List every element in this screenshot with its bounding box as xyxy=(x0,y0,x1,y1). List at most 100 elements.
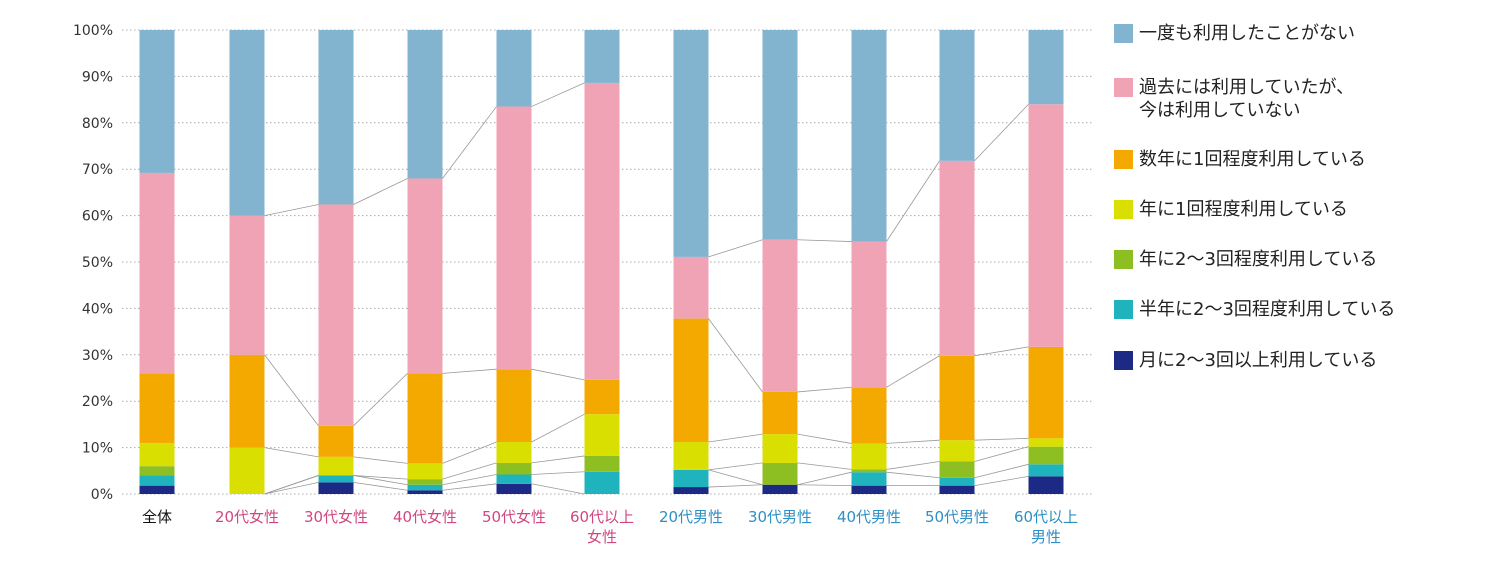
connector-line xyxy=(264,482,319,495)
bar-segment xyxy=(1028,438,1064,447)
bar-segment xyxy=(318,482,354,494)
bar-segment xyxy=(1028,446,1064,465)
legend-swatch xyxy=(1114,200,1133,219)
bar-segment xyxy=(496,369,532,443)
x-category-label: 30代女性 xyxy=(304,508,368,526)
connector-line xyxy=(974,346,1029,357)
bar-segment xyxy=(939,160,975,356)
connector-line xyxy=(531,82,585,107)
connector-line xyxy=(531,413,585,443)
connector-line xyxy=(886,471,940,479)
connector-line xyxy=(531,483,585,495)
y-tick-label: 0% xyxy=(91,487,113,503)
legend-item: 過去には利用していたが、 今は利用していない xyxy=(1114,76,1354,122)
bar-segment xyxy=(939,477,975,486)
x-category-label: 50代男性 xyxy=(925,508,989,526)
legend-label: 年に2〜3回程度利用している xyxy=(1139,249,1378,270)
y-tick-label: 30% xyxy=(82,348,113,364)
legend-swatch xyxy=(1114,150,1133,169)
connector-line xyxy=(708,433,763,443)
bar-segment xyxy=(496,106,532,370)
bar-segment xyxy=(939,440,975,462)
y-tick-label: 100% xyxy=(73,23,113,39)
bar-segment xyxy=(139,442,175,467)
connector-line xyxy=(974,103,1029,162)
y-tick-label: 40% xyxy=(82,301,113,317)
bar-segment xyxy=(229,447,265,494)
bar-segment xyxy=(1028,464,1064,477)
bar-segment xyxy=(407,479,443,485)
bar-segment xyxy=(1028,476,1064,494)
connector-line xyxy=(442,474,497,486)
connector-line xyxy=(264,204,319,216)
bar-segment xyxy=(407,178,443,374)
x-axis-labels: 全体 20代女性 30代女性 40代女性 50代女性 60代以上女性 20代男性 30代男性 4… xyxy=(142,508,1078,546)
connector-line xyxy=(531,368,585,381)
bar-segment xyxy=(407,490,443,494)
bar-segment xyxy=(851,485,887,494)
connector-line xyxy=(797,484,852,487)
legend-swatch xyxy=(1114,24,1133,43)
x-category-label: 40代男性 xyxy=(837,508,901,526)
connector-line xyxy=(353,475,408,486)
bar-segment xyxy=(407,484,443,491)
connector-line xyxy=(708,469,763,486)
bar-segment xyxy=(139,30,175,173)
y-axis-ticks: 0% 10% 20% 30% 40% 50% 60% 70% 80% 90% 100% xyxy=(73,23,113,503)
bar-segment xyxy=(851,472,887,486)
bar-segment xyxy=(229,215,265,355)
bar-segment xyxy=(939,461,975,478)
legend-label: 年に1回程度利用している xyxy=(1139,199,1348,220)
bar-segment xyxy=(318,30,354,205)
y-tick-label: 10% xyxy=(82,441,113,457)
legend-swatch xyxy=(1114,300,1133,319)
connector-line xyxy=(886,439,940,444)
bar-segment xyxy=(762,434,798,463)
bar-segment xyxy=(496,462,532,475)
bar-segment xyxy=(318,456,354,476)
bar-segment xyxy=(762,484,798,494)
bar-segment xyxy=(851,469,887,473)
bar-segment xyxy=(496,474,532,484)
x-category-label: 50代女性 xyxy=(482,508,546,526)
bar-segment xyxy=(584,471,620,494)
bar-segment xyxy=(851,387,887,444)
bar-segment xyxy=(318,475,354,483)
connector-line xyxy=(797,462,852,470)
bar-segment xyxy=(139,373,175,443)
connector-lines xyxy=(264,82,1029,495)
connector-line xyxy=(797,433,852,444)
x-category-label: 60代以上男性 xyxy=(1014,508,1078,546)
bar-segment xyxy=(673,469,709,488)
legend-item: 半年に2〜3回程度利用している xyxy=(1114,298,1395,321)
bar-segment xyxy=(584,379,620,415)
stacked-bar-chart: 0% 10% 20% 30% 40% 50% 60% 70% 80% 90% 100% 全体 20代女… xyxy=(73,23,1092,546)
bar-segment xyxy=(939,355,975,441)
x-category-label: 全体 xyxy=(142,508,172,526)
bar-segment xyxy=(584,30,620,83)
legend-item: 年に1回程度利用している xyxy=(1114,198,1348,221)
bar-segment xyxy=(851,30,887,242)
bar-segment xyxy=(407,30,443,179)
bar-segment xyxy=(229,354,265,448)
bar-segment xyxy=(584,455,620,472)
x-category-label: 20代男性 xyxy=(659,508,723,526)
bar-segment xyxy=(584,414,620,456)
bar-segment xyxy=(762,391,798,435)
legend-item: 月に2〜3回以上利用している xyxy=(1114,349,1377,372)
bar-segment xyxy=(1028,30,1064,105)
bar-segment xyxy=(139,466,175,476)
bar-segment xyxy=(1028,346,1064,439)
connector-line xyxy=(886,160,940,242)
connector-line xyxy=(442,106,497,179)
bar-segment xyxy=(139,475,175,486)
bar-segment xyxy=(673,318,709,443)
connector-line xyxy=(442,368,497,374)
y-tick-label: 60% xyxy=(82,209,113,225)
bar-segment xyxy=(318,425,354,457)
connector-line xyxy=(531,471,585,475)
connector-line xyxy=(708,318,763,393)
bar-segment xyxy=(139,172,175,374)
x-category-label: 30代男性 xyxy=(748,508,812,526)
legend-label: 一度も利用したことがない xyxy=(1139,23,1355,44)
